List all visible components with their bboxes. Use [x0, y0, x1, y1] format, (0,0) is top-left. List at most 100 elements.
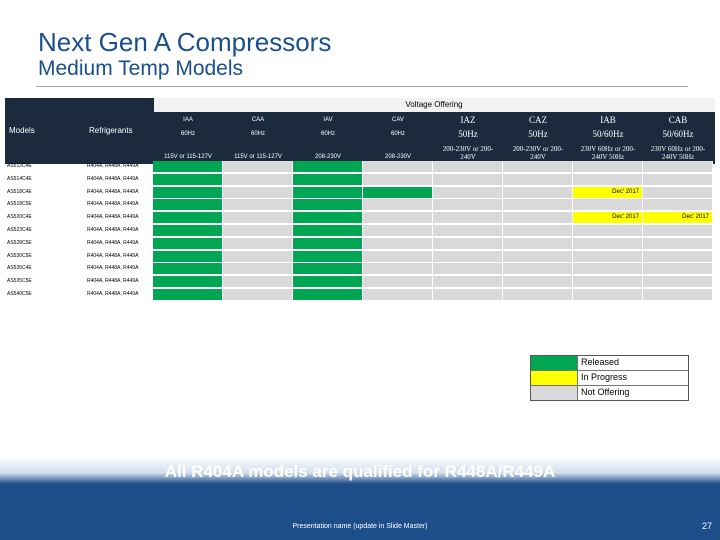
refrigerants-cell: R404A, R448A, R449A: [87, 239, 139, 246]
status-cell: [293, 173, 363, 186]
column-code: CAV: [392, 117, 404, 123]
column-code: CAB: [668, 115, 688, 125]
column-voltage: 208-230V: [314, 154, 342, 160]
status-cell: [573, 263, 643, 276]
availability-note: Dec' 2017: [612, 188, 639, 195]
refrigerants-cell: R404A, R448A, R449A: [87, 252, 139, 259]
status-cell: [223, 237, 293, 250]
refrigerants-cell: R404A, R448A, R449A: [87, 265, 139, 272]
column-code: IAA: [183, 117, 193, 123]
status-cell: [293, 186, 363, 199]
status-cell: [363, 161, 433, 173]
status-cell: [573, 161, 643, 173]
column-frequency: 60Hz: [320, 131, 335, 137]
status-cell: [433, 250, 503, 263]
status-cell: [153, 276, 223, 289]
status-cell: [153, 161, 223, 173]
status-cell: [223, 225, 293, 237]
table-row: AS540C5E R404A, R448A, R449A: [5, 289, 715, 301]
status-cell: [643, 250, 713, 263]
column-voltage: 115V or 115-127V: [164, 154, 212, 160]
legend-item: Released: [531, 356, 688, 371]
status-cell: [573, 250, 643, 263]
status-cell: [643, 276, 713, 289]
refrigerants-cell: R404A, R448A, R449A: [87, 175, 139, 182]
status-cell: [293, 225, 363, 237]
status-cell: [503, 173, 573, 186]
status-cell: [643, 161, 713, 173]
voltage-offering-band: [153, 98, 715, 112]
legend-label: Released: [581, 357, 620, 367]
status-cell: [573, 237, 643, 250]
legend-swatch: [531, 356, 578, 370]
table-row: AS518C5E R404A, R448A, R449A: [5, 199, 715, 212]
table-row: AS530C5E R404A, R448A, R449A: [5, 250, 715, 263]
status-cell: [433, 276, 503, 289]
status-cell: Dec' 2017: [573, 212, 643, 225]
status-cell: [433, 199, 503, 212]
status-cell: [223, 212, 293, 225]
model-cell: AS535C5E: [7, 278, 32, 285]
status-cell: [153, 212, 223, 225]
column-frequency: 50Hz: [458, 129, 478, 139]
models-header: Models: [9, 126, 35, 135]
status-cell: [363, 212, 433, 225]
status-cell: [433, 289, 503, 301]
table-row: AS535C4E R404A, R448A, R449A: [5, 263, 715, 276]
status-cell: [643, 237, 713, 250]
column-code: IAV: [323, 117, 333, 123]
model-cell: AS528C5E: [7, 239, 32, 246]
model-cell: AS535C4E: [7, 265, 32, 272]
table-row: AS523C4E R404A, R448A, R449A: [5, 225, 715, 237]
status-cell: [153, 250, 223, 263]
column-code: CAZ: [529, 115, 547, 125]
presentation-name: Presentation name (update in Slide Maste…: [292, 523, 428, 530]
column-code: IAZ: [460, 115, 476, 125]
column-voltage: 208-230V: [384, 154, 412, 160]
status-cell: [503, 199, 573, 212]
status-cell: [573, 276, 643, 289]
refrigerants-cell: R404A, R448A, R449A: [87, 163, 139, 169]
availability-note: Dec' 2017: [682, 214, 709, 221]
status-cell: [573, 289, 643, 301]
status-cell: [363, 276, 433, 289]
legend-label: In Progress: [581, 372, 628, 382]
status-cell: [503, 263, 573, 276]
status-cell: [573, 173, 643, 186]
status-cell: [153, 225, 223, 237]
status-cell: [153, 199, 223, 212]
status-legend: Released In Progress Not Offering: [530, 355, 689, 401]
status-cell: [363, 173, 433, 186]
voltage-offering-table: Voltage Offering Models Refrigerants IAA…: [5, 98, 715, 304]
status-cell: [503, 212, 573, 225]
model-cell: AS520C4E: [7, 214, 32, 221]
status-cell: [153, 186, 223, 199]
status-cell: [503, 276, 573, 289]
slide-subtitle: Medium Temp Models: [38, 57, 244, 80]
column-voltage: 230V 60Hz or 200-240V 50Hz: [580, 145, 636, 161]
status-cell: [503, 186, 573, 199]
model-cell: AS540C5E: [7, 291, 32, 297]
refrigerants-cell: R404A, R448A, R449A: [87, 227, 139, 233]
status-cell: [433, 225, 503, 237]
status-cell: [363, 250, 433, 263]
status-cell: [503, 237, 573, 250]
table-row: AS512C4E R404A, R448A, R449A: [5, 161, 715, 173]
status-cell: Dec' 2017: [643, 212, 713, 225]
refrigerants-header: Refrigerants: [89, 126, 133, 135]
status-cell: [153, 173, 223, 186]
status-cell: [223, 199, 293, 212]
status-cell: [223, 263, 293, 276]
status-cell: [643, 289, 713, 301]
status-cell: [433, 212, 503, 225]
status-cell: [153, 263, 223, 276]
table-row: AS535C5E R404A, R448A, R449A: [5, 276, 715, 289]
column-voltage: 230V 60Hz or 200-240V 50Hz: [650, 145, 706, 161]
status-cell: [503, 161, 573, 173]
table-row: AS520C4E R404A, R448A, R449A Dec' 2017 Dec'…: [5, 212, 715, 225]
status-cell: [293, 212, 363, 225]
title-rule: [36, 86, 688, 87]
column-code: CAA: [251, 117, 265, 123]
model-cell: AS518C4E: [7, 188, 32, 195]
refrigerants-cell: R404A, R448A, R449A: [87, 214, 139, 221]
